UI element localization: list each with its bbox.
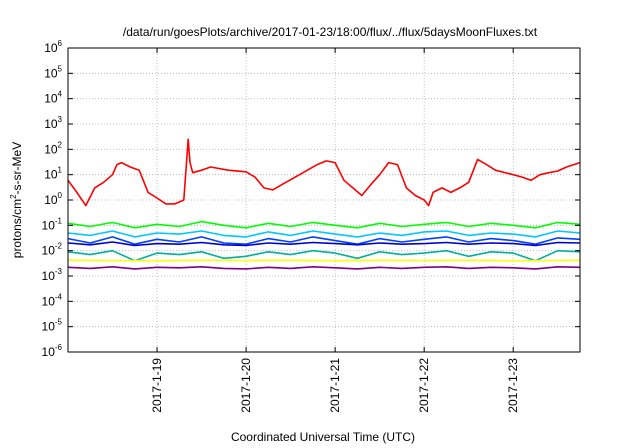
x-tick-label: 2017-1-21 — [328, 358, 342, 413]
y-tick-label: 106 — [44, 39, 62, 55]
series-line-7 — [67, 259, 581, 262]
series-line-5 — [67, 241, 581, 247]
series-line-1 — [67, 138, 581, 207]
y-tick-label: 101 — [44, 166, 62, 182]
y-tick-label: 10-5 — [42, 318, 63, 334]
y-tick-label: 104 — [44, 90, 62, 106]
series-line-2 — [67, 220, 581, 229]
grid-lines — [68, 48, 580, 352]
y-axis-ticks: 10-6 10-5 10-4 10-3 10-2 10-1 100 101 102 103 104 1… — [42, 39, 580, 359]
y-tick-label: 10-2 — [42, 242, 63, 258]
series-line-6 — [67, 249, 581, 262]
chart-title: /data/run/goesPlots/archive/2017-01-23/1… — [123, 25, 538, 39]
x-axis-ticks: 2017-1-19 2017-1-20 2017-1-21 2017-1-22 2017… — [150, 48, 520, 413]
y-tick-label: 103 — [44, 115, 62, 131]
x-tick-label: 2017-1-23 — [506, 358, 520, 413]
x-axis-label: Coordinated Universal Time (UTC) — [231, 430, 415, 444]
y-tick-label: 10-1 — [42, 216, 63, 232]
y-tick-label: 100 — [44, 191, 62, 207]
series-line-4 — [67, 236, 581, 245]
y-tick-label: 10-3 — [42, 267, 63, 283]
x-tick-label: 2017-1-22 — [417, 358, 431, 413]
x-tick-label: 2017-1-20 — [239, 358, 253, 413]
series-layer — [67, 138, 581, 270]
y-axis-label: protons/cm2-s-sr-MeV — [9, 142, 24, 258]
series-line-3 — [67, 230, 581, 238]
y-tick-label: 102 — [44, 140, 62, 156]
y-tick-label: 10-6 — [42, 343, 63, 359]
x-tick-label: 2017-1-19 — [150, 358, 164, 413]
y-tick-label: 105 — [44, 64, 62, 80]
series-line-8 — [67, 265, 581, 270]
y-tick-label: 10-4 — [42, 292, 63, 308]
